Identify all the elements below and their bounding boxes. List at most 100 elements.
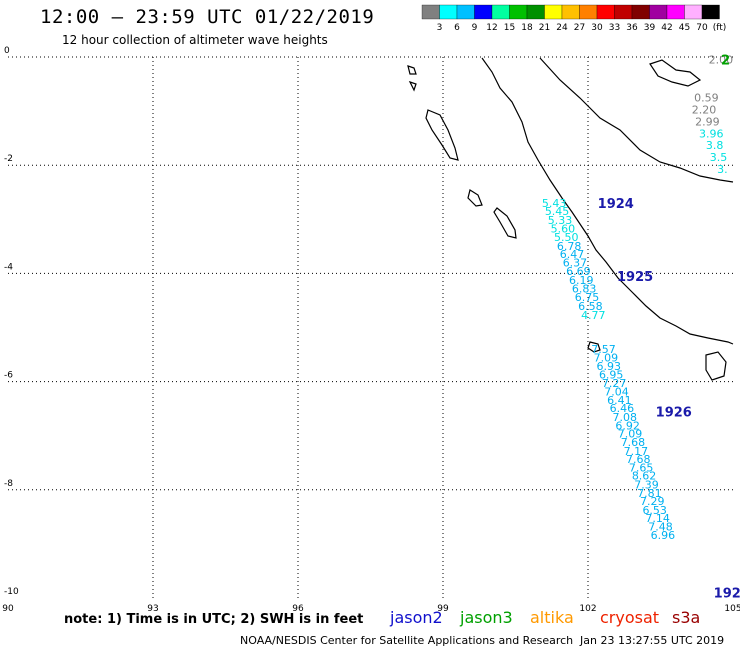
legend-label: 18 xyxy=(521,23,533,33)
swh-value: 7.68 xyxy=(621,436,646,449)
swh-value: 6.95 xyxy=(599,369,624,382)
swh-value: 7.68 xyxy=(626,453,651,466)
swh-value: 3.96 xyxy=(699,127,724,140)
satellite-name-cryosat: cryosat xyxy=(600,608,660,627)
swh-value: 7.27 xyxy=(602,377,627,390)
swh-value: 7.17 xyxy=(624,445,649,458)
x-tick-label: 90 xyxy=(2,604,14,614)
swh-value: 3.5 xyxy=(710,151,728,164)
islet-1 xyxy=(407,65,417,75)
legend-swatch xyxy=(701,4,720,20)
swh-value: 8.62 xyxy=(632,470,657,483)
legend-label: 15 xyxy=(504,23,515,33)
swh-value: 6.75 xyxy=(575,291,600,304)
legend-label: 33 xyxy=(609,23,620,33)
swh-value: 6.47 xyxy=(560,248,585,261)
swh-value: 6.93 xyxy=(597,360,622,373)
swh-value: 7.57 xyxy=(591,343,616,356)
timestamp-text: Jan 23 13:27:55 UTC 2019 xyxy=(580,634,725,647)
legend-label: 9 xyxy=(472,23,478,33)
swh-value: 6.92 xyxy=(615,419,640,432)
x-tick-label: 105 xyxy=(724,604,740,614)
satellite-name-jason3: jason3 xyxy=(460,608,513,627)
legend-label: 3 xyxy=(437,23,443,33)
color-legend: 3 6 9 12 15 18 21 24 27 30 33 36 39 42 45 70 (ft) xyxy=(421,4,727,33)
satellite-name-altika: altika xyxy=(530,608,574,627)
swh-value: 5.43 xyxy=(542,197,567,210)
legend-label: (ft) xyxy=(713,23,727,33)
swh-value: 3.8 xyxy=(706,139,724,152)
swh-value: 6.69 xyxy=(566,265,591,278)
swh-value: 7.81 xyxy=(637,487,662,500)
java-west-tip xyxy=(705,351,727,381)
x-tick-label: 102 xyxy=(579,604,596,614)
legend-label: 12 xyxy=(486,23,497,33)
swh-value: 5.60 xyxy=(551,222,576,235)
pass-time-label: 192 xyxy=(714,587,740,602)
nias-island xyxy=(467,189,483,207)
swh-value: 6.37 xyxy=(563,257,588,270)
swh-value: 6.46 xyxy=(610,402,635,415)
swh-value: 6.96 xyxy=(651,529,676,542)
legend-label: 36 xyxy=(626,23,638,33)
swh-value: 2.20 xyxy=(692,103,717,116)
x-tick-label: 93 xyxy=(147,604,158,614)
y-tick-label: 0 xyxy=(4,46,10,56)
legend-label: 21 xyxy=(539,23,550,33)
swh-value: 5.33 xyxy=(548,214,573,227)
coastline-group xyxy=(407,57,734,381)
chart-title: 12:00 – 23:59 UTC 01/22/2019 xyxy=(40,6,375,28)
swh-value: 7.04 xyxy=(604,385,629,398)
edge-label: 2 xyxy=(721,54,730,69)
swh-value: 7.09 xyxy=(594,351,619,364)
swh-value: 6.41 xyxy=(607,394,632,407)
swh-points: 5.435.455.335.605.506.786.476.376.696.19… xyxy=(542,54,733,543)
x-tick-label: 96 xyxy=(292,604,304,614)
swh-value: 7.39 xyxy=(634,478,659,491)
legend-label: 42 xyxy=(661,23,672,33)
chart-subtitle: 12 hour collection of altimeter wave hei… xyxy=(62,33,328,47)
legend-label: 39 xyxy=(644,23,656,33)
satellite-name-s3a: s3a xyxy=(672,608,701,627)
swh-value: 4.77 xyxy=(581,309,606,322)
swh-value: 6.53 xyxy=(642,504,667,517)
satellite-name-jason2: jason2 xyxy=(390,608,443,627)
legend-label: 27 xyxy=(574,23,585,33)
legend-label: 70 xyxy=(696,23,708,33)
swh-value: 7.08 xyxy=(612,411,637,424)
sumatra-coastline xyxy=(481,57,734,345)
sumatra-east-coast xyxy=(539,57,734,183)
swh-value: 5.50 xyxy=(554,231,579,244)
bangka-island xyxy=(649,59,702,87)
legend-label: 30 xyxy=(591,23,603,33)
swh-value: 6.78 xyxy=(557,240,582,253)
axis-ticks: 90 93 96 99 102 105 0 -2 -4 -6 -8 -10 xyxy=(2,46,740,614)
pass-time-label: 1925 xyxy=(617,270,653,285)
legend-label: 24 xyxy=(556,23,568,33)
y-tick-label: -2 xyxy=(4,154,13,164)
enggano-island xyxy=(587,341,601,353)
y-tick-label: -10 xyxy=(4,587,19,597)
swh-value: 6.19 xyxy=(569,274,594,287)
swh-value: 7.14 xyxy=(645,512,670,525)
swh-value: 5.45 xyxy=(545,205,570,218)
note-text: note: 1) Time is in UTC; 2) SWH is in fe… xyxy=(64,612,364,627)
swh-value: 6.58 xyxy=(578,300,603,313)
swh-value: 0.59 xyxy=(694,92,719,105)
swh-value: 7.65 xyxy=(629,462,654,475)
siberut-island xyxy=(493,207,517,239)
legend-label: 45 xyxy=(679,23,690,33)
swh-value: 3. xyxy=(717,163,728,176)
legend-label: 6 xyxy=(454,23,460,33)
y-tick-label: -6 xyxy=(4,371,13,381)
y-tick-label: -8 xyxy=(4,479,13,489)
simeulue-island xyxy=(425,109,459,161)
islet-2 xyxy=(408,80,417,92)
pass-time-label: 1926 xyxy=(656,405,692,420)
swh-value: 7.29 xyxy=(640,495,665,508)
swh-value: 2.00 xyxy=(709,54,734,67)
swh-value: 2.99 xyxy=(695,115,720,128)
lat-lon-grid xyxy=(8,56,733,598)
